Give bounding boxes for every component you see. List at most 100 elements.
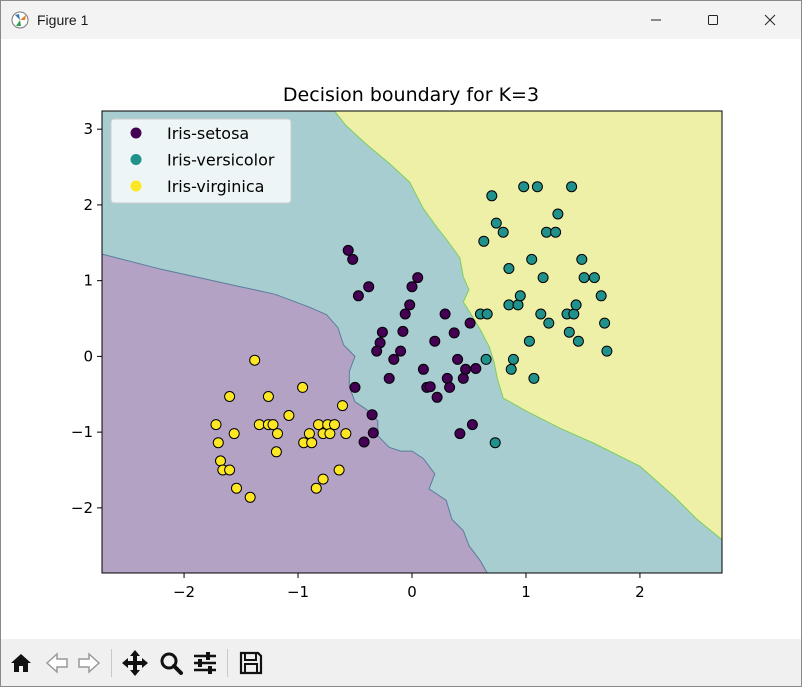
data-point-iris-virginica[interactable] xyxy=(313,419,324,431)
data-point-iris-setosa[interactable] xyxy=(412,272,424,284)
data-point-iris-virginica[interactable] xyxy=(324,428,336,440)
data-point-iris-versicolor[interactable] xyxy=(480,353,492,365)
data-point-iris-setosa[interactable] xyxy=(363,281,375,293)
data-point-iris-versicolor[interactable] xyxy=(552,208,564,220)
figure-canvas[interactable]: Decision boundary for K=3 −2 −1 0 1 2 −2 −1 0 1 2… xyxy=(1,39,801,639)
data-point-iris-versicolor[interactable] xyxy=(537,272,549,284)
configure-subplots-button[interactable] xyxy=(189,647,221,679)
data-point-iris-virginica[interactable] xyxy=(249,354,261,366)
data-point-iris-virginica[interactable] xyxy=(210,419,222,431)
data-point-iris-virginica[interactable] xyxy=(283,410,295,421)
data-point-iris-versicolor[interactable] xyxy=(478,235,490,247)
data-point-iris-versicolor[interactable] xyxy=(489,437,501,449)
data-point-iris-setosa[interactable] xyxy=(395,345,407,357)
zoom-button[interactable] xyxy=(155,647,187,679)
data-point-iris-setosa[interactable] xyxy=(342,244,354,256)
data-point-iris-setosa[interactable] xyxy=(358,436,370,448)
data-point-iris-versicolor[interactable] xyxy=(566,181,578,193)
close-button[interactable] xyxy=(747,1,793,39)
data-point-iris-versicolor[interactable] xyxy=(588,272,600,284)
data-point-iris-versicolor[interactable] xyxy=(563,326,575,338)
data-point-iris-setosa[interactable] xyxy=(406,281,418,293)
data-point-iris-virginica[interactable] xyxy=(270,446,282,458)
data-point-iris-setosa[interactable] xyxy=(431,391,443,403)
data-point-iris-setosa[interactable] xyxy=(454,428,466,440)
maximize-button[interactable] xyxy=(690,1,736,39)
title-bar[interactable]: Figure 1 xyxy=(1,1,801,39)
data-point-iris-versicolor[interactable] xyxy=(535,308,547,320)
data-point-iris-setosa[interactable] xyxy=(457,372,469,384)
data-point-iris-setosa[interactable] xyxy=(347,253,359,265)
data-point-iris-setosa[interactable] xyxy=(424,381,436,393)
back-button[interactable] xyxy=(41,647,73,679)
save-button[interactable] xyxy=(235,647,267,679)
data-point-iris-virginica[interactable] xyxy=(231,482,242,494)
pan-button[interactable] xyxy=(119,647,151,679)
data-point-iris-setosa[interactable] xyxy=(404,299,416,311)
data-point-iris-versicolor[interactable] xyxy=(523,335,535,347)
data-point-iris-virginica[interactable] xyxy=(228,428,240,440)
data-point-iris-versicolor[interactable] xyxy=(526,253,538,265)
data-point-iris-virginica[interactable] xyxy=(310,482,322,494)
data-point-iris-versicolor[interactable] xyxy=(572,335,584,347)
data-point-iris-virginica[interactable] xyxy=(215,455,226,467)
data-point-iris-virginica[interactable] xyxy=(272,428,283,440)
data-point-iris-virginica[interactable] xyxy=(317,473,329,485)
data-point-iris-setosa[interactable] xyxy=(460,363,472,375)
data-point-iris-setosa[interactable] xyxy=(452,353,464,365)
data-point-iris-versicolor[interactable] xyxy=(601,345,613,357)
data-point-iris-virginica[interactable] xyxy=(224,464,236,476)
home-button[interactable] xyxy=(5,647,37,679)
data-point-iris-setosa[interactable] xyxy=(441,372,453,384)
data-point-iris-virginica[interactable] xyxy=(340,428,352,440)
data-point-iris-setosa[interactable] xyxy=(470,363,482,374)
data-point-iris-versicolor[interactable] xyxy=(503,299,515,311)
data-point-iris-virginica[interactable] xyxy=(303,428,315,440)
data-point-iris-versicolor[interactable] xyxy=(497,226,509,238)
data-point-iris-setosa[interactable] xyxy=(417,363,429,375)
data-point-iris-setosa[interactable] xyxy=(466,419,478,431)
data-point-iris-setosa[interactable] xyxy=(399,308,411,320)
data-point-iris-virginica[interactable] xyxy=(306,437,318,449)
data-point-iris-versicolor[interactable] xyxy=(531,181,543,193)
data-point-iris-versicolor[interactable] xyxy=(486,190,498,202)
data-point-iris-versicolor[interactable] xyxy=(514,290,526,302)
data-point-iris-virginica[interactable] xyxy=(244,491,256,503)
data-point-iris-setosa[interactable] xyxy=(444,381,456,393)
data-point-iris-versicolor[interactable] xyxy=(578,272,590,284)
data-point-iris-setosa[interactable] xyxy=(366,409,378,421)
data-point-iris-versicolor[interactable] xyxy=(570,299,582,311)
data-point-iris-versicolor[interactable] xyxy=(568,308,580,320)
data-point-iris-virginica[interactable] xyxy=(224,391,236,402)
data-point-iris-versicolor[interactable] xyxy=(518,181,530,193)
data-point-iris-virginica[interactable] xyxy=(333,464,345,476)
data-point-iris-versicolor[interactable] xyxy=(512,299,524,311)
data-point-iris-setosa[interactable] xyxy=(376,326,388,338)
data-point-iris-versicolor[interactable] xyxy=(505,363,517,375)
data-point-iris-virginica[interactable] xyxy=(212,437,224,449)
data-point-iris-versicolor[interactable] xyxy=(595,290,607,302)
data-point-iris-versicolor[interactable] xyxy=(481,308,493,320)
minimize-button[interactable] xyxy=(633,1,679,39)
data-point-iris-setosa[interactable] xyxy=(397,325,409,337)
data-point-iris-virginica[interactable] xyxy=(337,400,348,412)
data-point-iris-versicolor[interactable] xyxy=(543,317,555,329)
data-point-iris-setosa[interactable] xyxy=(464,317,476,329)
data-point-iris-versicolor[interactable] xyxy=(503,263,515,274)
data-point-iris-virginica[interactable] xyxy=(253,419,265,431)
data-point-iris-setosa[interactable] xyxy=(429,335,441,347)
data-point-iris-setosa[interactable] xyxy=(371,345,383,357)
data-point-iris-setosa[interactable] xyxy=(383,372,395,384)
data-point-iris-versicolor[interactable] xyxy=(550,226,562,238)
data-point-iris-setosa[interactable] xyxy=(388,353,400,365)
forward-button[interactable] xyxy=(73,647,105,679)
data-point-iris-setosa[interactable] xyxy=(349,381,361,393)
data-point-iris-versicolor[interactable] xyxy=(528,372,540,384)
data-point-iris-versicolor[interactable] xyxy=(576,253,588,265)
data-point-iris-setosa[interactable] xyxy=(439,308,451,320)
data-point-iris-virginica[interactable] xyxy=(267,419,279,431)
data-point-iris-virginica[interactable] xyxy=(262,391,274,402)
data-point-iris-versicolor[interactable] xyxy=(507,353,519,365)
data-point-iris-setosa[interactable] xyxy=(367,427,379,439)
data-point-iris-virginica[interactable] xyxy=(297,381,309,393)
